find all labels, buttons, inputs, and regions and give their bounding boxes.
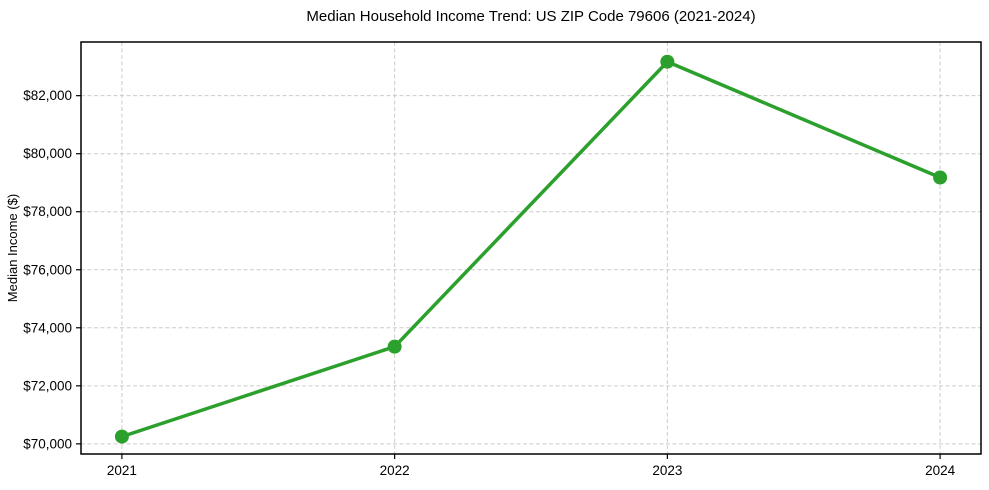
plot-border — [80, 41, 982, 455]
y-tick-label: $80,000 — [23, 146, 72, 161]
y-axis-label: Median Income ($) — [5, 194, 20, 302]
y-tick-label: $70,000 — [23, 436, 72, 451]
x-tick-label: 2021 — [107, 463, 137, 478]
y-tick-label: $74,000 — [23, 320, 72, 335]
data-point-2022 — [387, 339, 402, 354]
x-tick-label: 2022 — [380, 463, 410, 478]
trend-series — [114, 54, 948, 444]
gridlines — [81, 42, 981, 454]
x-tick-label: 2024 — [925, 463, 956, 478]
data-point-2024 — [933, 170, 948, 185]
chart-title: Median Household Income Trend: US ZIP Co… — [306, 8, 755, 25]
data-point-2021 — [114, 429, 129, 444]
trend-line — [120, 59, 942, 439]
data-point-2023 — [660, 54, 675, 69]
x-tick-label: 2023 — [652, 463, 682, 478]
axes: $70,000 $72,000 $74,000 $76,000 $78,000 $80,0… — [23, 41, 982, 478]
y-tick-label: $82,000 — [23, 88, 72, 103]
y-tick-label: $76,000 — [23, 262, 72, 277]
y-tick-label: $72,000 — [23, 378, 72, 393]
y-tick-label: $78,000 — [23, 204, 72, 219]
